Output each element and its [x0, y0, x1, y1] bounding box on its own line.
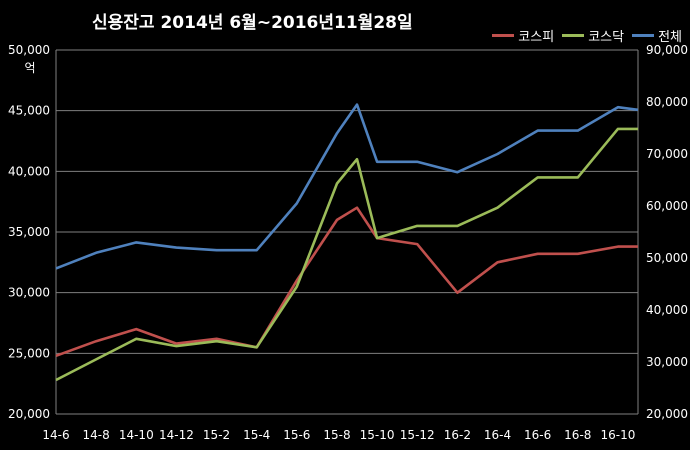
x-tick-label: 14-8: [83, 428, 110, 442]
chart-title: 신용잔고 2014년 6월~2016년11월28일: [92, 13, 413, 33]
series-line-kosdaq: [55, 127, 638, 382]
x-tick-label: 15-8: [323, 428, 350, 442]
left-tick-label: 20,000: [8, 407, 50, 421]
series-line-total: [55, 103, 639, 270]
x-axis-ticks: 14-6 14-8 14-10 14-12 15-2 15-4 15-6 15-8 15-10 1…: [42, 428, 635, 442]
x-tick-label: 14-10: [119, 428, 154, 442]
left-tick-label: 40,000: [8, 164, 50, 178]
x-tick-label: 15-12: [400, 428, 435, 442]
right-tick-label: 20,000: [646, 407, 688, 421]
right-tick-label: 40,000: [646, 303, 688, 317]
left-axis-unit: 억: [24, 61, 35, 75]
x-tick-label: 16-4: [484, 428, 511, 442]
legend-label-kosdaq: 코스닥: [588, 30, 625, 45]
legend-swatch-kospi: [492, 34, 515, 37]
x-tick-label: 15-4: [243, 428, 270, 442]
x-tick-label: 14-12: [159, 428, 194, 442]
series-lines: [55, 103, 639, 382]
x-tick-label: 15-6: [283, 428, 310, 442]
legend-swatch-total: [632, 34, 655, 37]
left-tick-label: 45,000: [8, 104, 50, 118]
legend-swatch-kosdaq: [562, 34, 585, 37]
right-tick-label: 90,000: [646, 43, 688, 57]
right-tick-label: 80,000: [646, 95, 688, 109]
right-axis-ticks: 20,000 30,000 40,000 50,000 60,000 70,000 80,0…: [646, 43, 688, 421]
gridlines: [55, 49, 639, 415]
legend-item-kospi: 코스피: [492, 26, 554, 45]
left-tick-label: 25,000: [8, 346, 50, 360]
x-tick-label: 15-2: [203, 428, 230, 442]
x-tick-label: 16-6: [524, 428, 551, 442]
series-line-kospi: [55, 206, 638, 358]
right-tick-label: 60,000: [646, 199, 688, 213]
legend-label-kospi: 코스피: [518, 30, 555, 45]
x-tick-label: 16-2: [444, 428, 471, 442]
left-tick-label: 30,000: [8, 286, 50, 300]
right-tick-label: 30,000: [646, 355, 688, 369]
legend-label-total: 전체: [658, 30, 682, 45]
x-tick-label: 16-10: [600, 428, 635, 442]
left-axis-ticks: 20,000 25,000 30,000 35,000 40,000 45,000 50,0…: [8, 43, 50, 421]
legend: 코스피 코스닥 전체: [492, 26, 682, 45]
right-tick-label: 70,000: [646, 147, 688, 161]
x-tick-label: 15-10: [360, 428, 395, 442]
x-tick-label: 16-8: [564, 428, 591, 442]
legend-item-total: 전체: [632, 26, 682, 45]
left-tick-label: 35,000: [8, 225, 50, 239]
legend-item-kosdaq: 코스닥: [562, 26, 624, 45]
x-tick-label: 14-6: [42, 428, 69, 442]
left-tick-label: 50,000: [8, 43, 50, 57]
right-tick-label: 50,000: [646, 251, 688, 265]
